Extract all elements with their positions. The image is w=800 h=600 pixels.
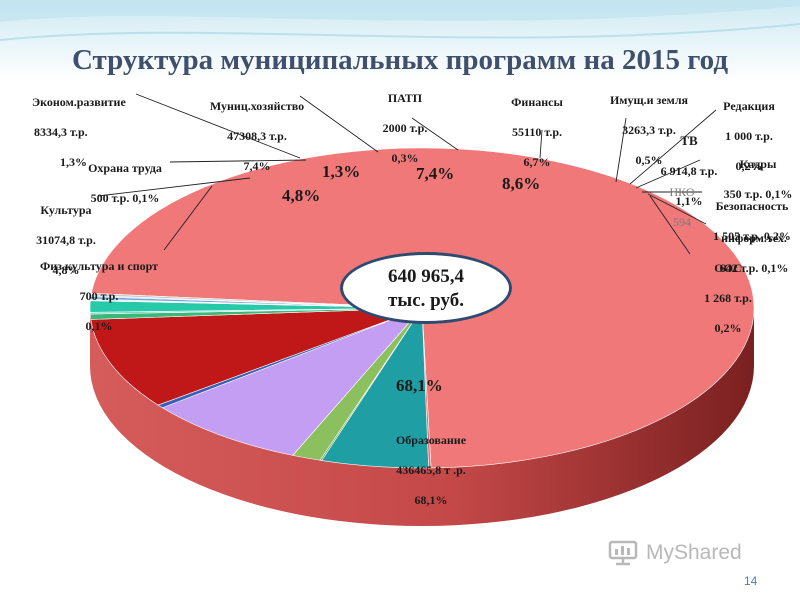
label-fizkultura: Физ.культура и спорт 700 т.р. 0,1% [30, 244, 162, 334]
label-imush: Имущ.и земля 3263,3 т.р. 0,5% [594, 78, 698, 168]
label-munic: Муниц.хозяйство 47308,3 т.р. 7,4% [184, 84, 324, 174]
label-kadry: Кадры 350 т.р. 0,1% [712, 142, 798, 202]
myshared-logo: MyShared [608, 540, 742, 566]
total-amount-badge: 640 965,4 тыс. руб. [340, 252, 512, 324]
label-kadry-name: Кадры [739, 157, 777, 171]
label-tv-value: 6 914,8 т.р. [660, 164, 718, 178]
label-kultura-name: Культура [40, 203, 92, 217]
total-amount-unit: тыс. руб. [388, 290, 464, 311]
inner-label-kultura: 4,8% [282, 186, 321, 205]
leader-line [649, 195, 691, 255]
label-inform: информ.тех. 642 т.р. 0,1% [704, 216, 798, 276]
label-patp-name: ПАТП [387, 91, 423, 105]
inner-label-finansy: 8,6% [502, 174, 541, 193]
label-finansy: Финансы 55110 т.р. 6,7% [494, 80, 574, 170]
myshared-logo-text: MyShared [646, 541, 742, 564]
leader-line [169, 159, 307, 163]
pie-slice-oos [90, 293, 423, 309]
label-tv: ТВ 6 914,8 т.р. 1,1% [644, 118, 728, 209]
label-nko-name: НКО [669, 185, 695, 199]
label-ohrana-value: 500 т.р. 0,1% [90, 191, 160, 205]
leader-line [411, 117, 459, 151]
chart-title: Структура муниципальных программ на 2015… [72, 44, 728, 76]
label-obrazovanie-value: 436465,8 т .р. [396, 463, 466, 477]
inner-label-obrazovanie: 68,1% [396, 376, 443, 395]
label-oos-value: 1 268 т.р. [704, 291, 752, 305]
leader-line [615, 117, 627, 183]
label-redakcia: Редакция 1 000 т.р. 0,2% [704, 84, 788, 174]
label-ekonom-share: 1,3% [60, 155, 87, 169]
label-finansy-name: Финансы [511, 95, 563, 109]
label-bezopasnost-value: 1 505 т.р. 0,2% [713, 229, 791, 243]
label-oos-share: 0,2% [714, 321, 742, 335]
leader-line [299, 95, 379, 153]
label-patp-share: 0,3% [391, 151, 419, 165]
label-ohrana-name: Охрана труда [88, 161, 162, 175]
inner-label-munic: 7,4% [416, 164, 455, 183]
leader-line [635, 159, 701, 189]
label-obrazovanie-name: Образование [395, 433, 467, 447]
label-tv-share: 1,1% [675, 194, 703, 208]
inner-label-ekonom: 1,3% [322, 162, 361, 181]
label-imush-share: 0,5% [635, 153, 663, 167]
label-finansy-value: 55110 т.р. [511, 125, 562, 139]
label-inform-name: информ.тех. [721, 231, 787, 245]
label-fizkultura-value: 700 т.р. [79, 289, 119, 303]
label-ohrana: Охрана труда 500 т.р. 0,1% [70, 146, 174, 206]
label-ekonom-name: Эконом.развитие [32, 95, 126, 109]
label-redakcia-value: 1 000 т.р. [725, 129, 773, 143]
label-munic-value: 47308,3 т.р. [227, 129, 287, 143]
label-fizkultura-share: 0,1% [85, 319, 113, 333]
label-bezopasnost-name: Безопасность [715, 199, 789, 213]
label-finansy-share: 6,7% [523, 155, 551, 169]
leader-line [629, 109, 717, 185]
label-nko-value: 594 [673, 215, 691, 229]
label-munic-name: Муниц.хозяйство [209, 99, 305, 113]
label-imush-value: 3263,3 т.р. [622, 123, 676, 137]
pie-slice-munic [161, 307, 423, 456]
label-nko: НКО 594 [658, 170, 700, 230]
label-tv-name: ТВ [680, 133, 698, 148]
label-obrazovanie-share: 68,1% [414, 493, 448, 507]
label-imush-name: Имущ.и земля [609, 93, 689, 107]
label-patp-value: 2000 т.р. [382, 121, 428, 135]
label-patp: ПАТП 2000 т.р. 0,3% [362, 76, 442, 166]
label-inform-value: 642 т.р. 0,1% [719, 261, 789, 275]
leader-line [97, 177, 251, 197]
pie-side-wall [90, 308, 754, 526]
label-redakcia-name: Редакция [723, 99, 775, 113]
leader-line [647, 193, 707, 225]
label-redakcia-share: 0,2% [735, 159, 763, 173]
label-munic-share: 7,4% [243, 159, 271, 173]
leader-line [539, 129, 543, 159]
leader-line [163, 185, 213, 251]
label-kultura-value: 31074,8 т.р. [36, 233, 96, 247]
presentation-icon [608, 540, 638, 566]
label-ekonom-value: 8334,3 т.р. [34, 125, 88, 139]
label-kultura: Культура 31074,8 т.р. 4,8% [26, 188, 100, 278]
label-oos-name: ООС [714, 261, 742, 275]
pie-slice-finansy [90, 307, 423, 406]
total-amount-value: 640 965,4 [388, 266, 464, 287]
label-ekonom: Эконом.развитие 8334,3 т.р. 1,3% [26, 80, 126, 170]
label-bezopasnost: Безопасность 1 505 т.р. 0,2% [700, 184, 798, 244]
leader-line [135, 93, 301, 159]
label-kultura-share: 4,8% [52, 263, 80, 277]
label-oos: ООС 1 268 т.р. 0,2% [690, 246, 760, 336]
page-number: 14 [744, 574, 758, 588]
label-kadry-value: 350 т.р. 0,1% [723, 187, 793, 201]
label-obrazovanie: Образование 436465,8 т .р. 68,1% [356, 418, 500, 508]
label-fizkultura-name: Физ.культура и спорт [39, 259, 159, 273]
